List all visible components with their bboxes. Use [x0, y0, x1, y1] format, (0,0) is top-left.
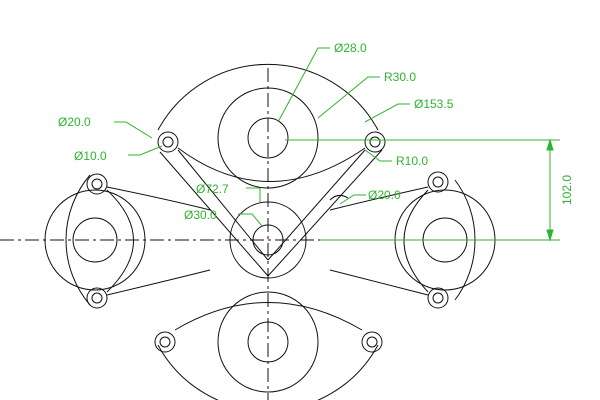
dia-153-leader — [364, 103, 410, 123]
v-right-outer-line — [267, 149, 383, 277]
top-right-hole-boss — [364, 131, 386, 153]
dim-102-arrow-top — [546, 138, 554, 151]
v-left-inner-line — [177, 149, 269, 261]
left-lower-hole-boss — [86, 287, 108, 309]
bottom-left-hole — [159, 336, 171, 348]
dia-20-left-label: Ø20.0 — [58, 115, 91, 129]
dia-30-label: Ø30.0 — [184, 208, 217, 222]
dia-28-leader — [277, 47, 330, 123]
v-left-fillet — [329, 194, 349, 201]
bottom-lobe — [154, 291, 383, 400]
left-lobe-boss-circle — [72, 217, 118, 263]
top-lobe — [157, 63, 386, 189]
part-geometry — [44, 63, 496, 400]
right-upper-hole-boss — [427, 171, 449, 193]
center-hub — [229, 201, 307, 279]
bottom-lobe-outer-circle — [217, 291, 319, 393]
right-upper-hole — [432, 176, 444, 188]
v-right-inner-line — [267, 149, 366, 261]
bottom-left-hole-boss — [154, 331, 176, 353]
r-10-leader — [364, 149, 392, 162]
left-lobe-inner-arc — [106, 189, 134, 293]
top-lobe-outer-circle — [217, 87, 319, 189]
dia-20-left-leader — [114, 121, 153, 139]
dim-102-arrow-bottom — [546, 229, 554, 242]
left-upper-hole — [91, 178, 103, 190]
dia-10-label: Ø10.0 — [74, 149, 107, 163]
right-lower-hole-boss — [427, 287, 449, 309]
right-lower-hole — [432, 292, 444, 304]
v-left-outer-line — [159, 151, 269, 277]
top-lobe-boss-circle — [247, 117, 289, 159]
right-lobe-inner-arc — [403, 189, 429, 293]
top-left-hole-boss — [157, 131, 179, 153]
dimension-graphics — [114, 47, 560, 242]
dia-153-label: Ø153.5 — [414, 97, 454, 111]
v-arms — [159, 149, 383, 277]
bottom-right-hole — [366, 336, 378, 348]
left-lower-arm — [106, 269, 211, 296]
dim-102-label: 102.0 — [560, 175, 574, 205]
top-left-hole — [162, 136, 174, 148]
dia-20-right-label: Ø20.0 — [368, 188, 401, 202]
bottom-lobe-outer-arc — [157, 344, 379, 400]
bottom-lobe-inner-arc — [174, 302, 363, 331]
right-lower-arm — [329, 269, 429, 296]
bottom-lobe-boss-circle — [247, 321, 289, 363]
center-lines — [0, 68, 560, 400]
r-10-label: R10.0 — [396, 154, 428, 168]
dia-30-leader — [238, 213, 263, 227]
top-right-hole — [369, 136, 381, 148]
top-lobe-outer-arc — [157, 63, 379, 131]
left-lobe-outer-circle — [44, 189, 146, 291]
dia-10-leader — [128, 145, 163, 156]
center-outer-circle — [229, 201, 307, 279]
left-upper-hole-boss — [86, 173, 108, 195]
left-lobe — [44, 173, 211, 309]
top-lobe-inner-arc — [177, 147, 366, 182]
r-30-leader — [317, 76, 380, 119]
bottom-right-hole-boss — [361, 331, 383, 353]
r-30-label: R30.0 — [384, 70, 416, 84]
center-inner-circle — [252, 224, 284, 256]
left-lower-hole — [91, 292, 103, 304]
dia-28-label: Ø28.0 — [334, 41, 367, 55]
left-lobe-outer-arc — [65, 174, 91, 306]
right-upper-arm — [329, 186, 429, 211]
dimension-texts: Ø28.0 R30.0 Ø153.5 Ø20.0 Ø10.0 R10.0 Ø72… — [58, 41, 574, 222]
left-upper-arm — [106, 186, 211, 211]
dia-72-label: Ø72.7 — [196, 182, 229, 196]
dia-20-right-leader — [339, 194, 366, 205]
dia-72-leader — [246, 187, 261, 202]
